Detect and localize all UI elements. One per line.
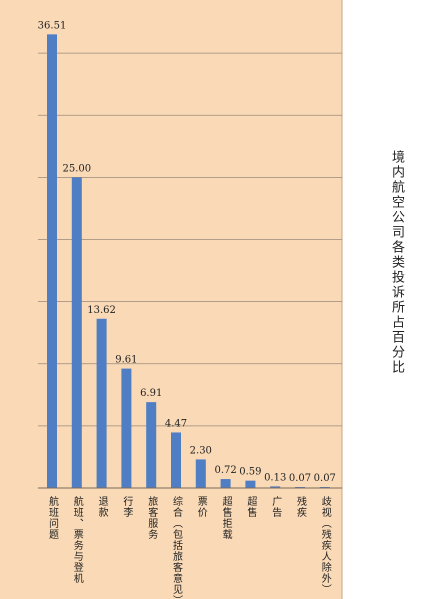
data-label: 36.51: [38, 20, 67, 31]
bar: [96, 318, 107, 488]
x-tick-label: 超售: [245, 495, 257, 518]
bar: [71, 177, 82, 488]
x-tick-label: 残疾: [295, 495, 307, 518]
data-label: 2.30: [190, 445, 212, 456]
x-tick-label: 综合（包括旅客意见）: [171, 495, 183, 599]
bar: [47, 34, 57, 488]
bar: [171, 432, 181, 488]
x-tick-label: 超售拒载: [220, 495, 232, 540]
gridlines: [38, 52, 342, 427]
x-tick-label: 票价: [195, 496, 207, 518]
x-tick-label: 航班、票务与登机: [71, 495, 83, 584]
bar: [121, 368, 132, 488]
bar: [270, 486, 281, 488]
x-tick-label: 退款: [96, 496, 108, 518]
data-label: 0.72: [214, 465, 236, 476]
x-tick-label: 航班问题: [47, 495, 59, 540]
bar: [245, 480, 256, 488]
data-label: 0.07: [289, 473, 311, 484]
data-label: 13.62: [87, 305, 116, 316]
data-label: 4.47: [165, 418, 187, 429]
bars: [47, 34, 330, 488]
x-tick-labels: 航班问题 航班、票务与登机 退款 行李 旅客服务 综合（包括旅客意见） 票价 超售拒载 超售 广告…: [47, 495, 332, 599]
data-label: 0.59: [239, 467, 261, 478]
bar: [146, 402, 157, 488]
x-tick-label: 行李: [121, 495, 133, 518]
x-tick-label: 广告: [270, 496, 282, 518]
data-label: 9.61: [115, 355, 137, 366]
data-label: 0.13: [264, 472, 286, 483]
chart-title: 境内航空公司各类投诉所占百分比: [389, 150, 404, 375]
bar: [195, 459, 206, 488]
data-label: 6.91: [140, 388, 162, 399]
data-label: 25.00: [62, 163, 91, 174]
x-tick-label: 歧视（残疾人除外）: [319, 495, 331, 595]
data-label: 0.07: [314, 473, 336, 484]
x-tick-label: 旅客服务: [146, 495, 158, 540]
bar: [220, 479, 231, 488]
